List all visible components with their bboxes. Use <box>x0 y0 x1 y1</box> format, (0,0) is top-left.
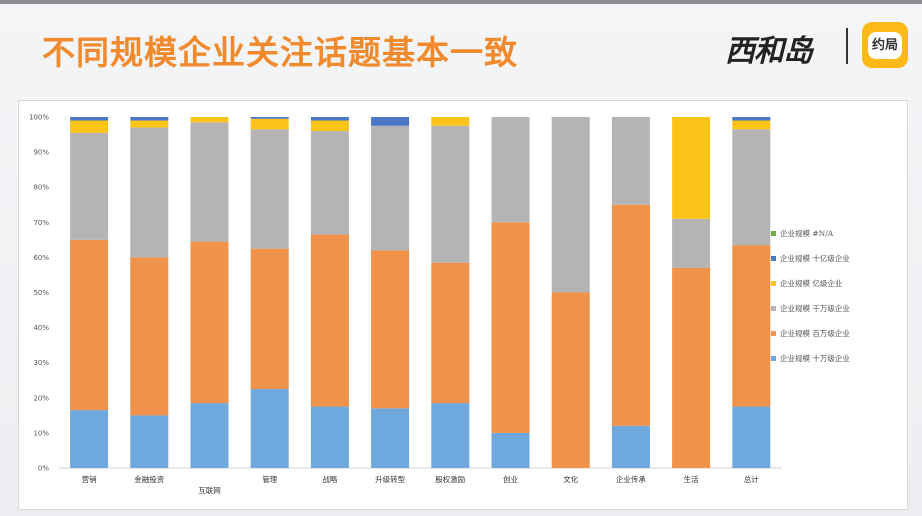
bar-segment <box>250 129 289 249</box>
x-tick-label: 营销 <box>82 474 97 484</box>
bar-segment <box>371 117 410 126</box>
bar-segment <box>491 432 530 468</box>
legend-label: 企业规模 十亿级企业 <box>780 253 850 263</box>
y-tick-label: 0% <box>38 465 49 473</box>
bar-segment <box>310 117 349 121</box>
x-tick-label: 战略 <box>322 474 337 484</box>
legend-swatch <box>771 281 776 286</box>
bar-segment <box>310 120 349 132</box>
brand-logo: 西和岛 <box>725 34 813 69</box>
bar-segment <box>190 403 229 468</box>
bar-segment <box>431 125 470 263</box>
bar-segment <box>310 131 349 235</box>
legend-label: 企业规模 #N/A <box>780 228 834 238</box>
bar-segment <box>130 117 169 121</box>
bar-segment <box>190 241 229 404</box>
stacked-bar-chart: 0% 10% 20% 30% 40% 50% 60% 70% 80% 90% 100% 营销 金融投资… <box>29 114 850 496</box>
bar-segment <box>732 406 771 468</box>
legend-label: 企业规模 十万级企业 <box>780 353 850 363</box>
legend-label: 企业规模 千万级企业 <box>780 303 850 313</box>
bar-segment <box>371 250 410 409</box>
bars-group <box>70 117 771 468</box>
bar-segment <box>431 403 470 468</box>
x-tick-label: 创业 <box>503 474 518 484</box>
y-tick-label: 20% <box>33 394 49 402</box>
x-tick-label: 股权激励 <box>435 474 465 484</box>
bar-segment <box>250 117 289 119</box>
bar-segment <box>250 248 289 390</box>
y-tick-label: 60% <box>33 254 49 262</box>
bar-segment <box>732 117 771 121</box>
bar-segment <box>732 120 771 130</box>
bar-segment <box>371 125 410 251</box>
y-tick-label: 30% <box>33 359 49 367</box>
bar-segment <box>611 117 650 205</box>
bar-segment <box>371 408 410 468</box>
bar-segment <box>431 262 470 404</box>
x-tick-label: 金融投资 <box>134 474 164 484</box>
bar-segment <box>491 117 530 223</box>
legend-label: 企业规模 亿级企业 <box>780 278 843 288</box>
x-tick-label: 互联网 <box>198 486 221 495</box>
bar-segment <box>732 245 771 407</box>
bar-segment <box>130 127 169 258</box>
logo-divider <box>846 28 848 64</box>
bar-segment <box>130 120 169 128</box>
chart-panel: 0% 10% 20% 30% 40% 50% 60% 70% 80% 90% 100% 营销 金融投资… <box>18 100 908 510</box>
bar-segment <box>732 129 771 246</box>
legend-swatch <box>771 306 776 311</box>
y-tick-label: 40% <box>33 324 49 332</box>
app-badge-logo: 约局 <box>862 22 908 68</box>
bar-segment <box>310 406 349 468</box>
y-tick-label: 50% <box>33 289 49 297</box>
x-tick-label: 文化 <box>563 474 578 484</box>
app-badge-text: 约局 <box>867 31 902 59</box>
bar-segment <box>672 218 711 268</box>
bar-segment <box>551 117 590 293</box>
bar-segment <box>190 122 229 242</box>
bar-segment <box>491 222 530 433</box>
x-tick-label: 升级转型 <box>375 474 405 484</box>
y-tick-label: 100% <box>29 114 49 122</box>
legend-swatch <box>771 331 776 336</box>
legend-swatch <box>771 231 776 236</box>
bar-segment <box>551 292 590 468</box>
x-tick-label: 总计 <box>744 474 759 484</box>
bar-segment <box>70 117 109 121</box>
y-axis: 0% 10% 20% 30% 40% 50% 60% 70% 80% 90% 100% <box>29 114 782 473</box>
bar-segment <box>611 425 650 468</box>
bar-segment <box>250 118 289 130</box>
bar-segment <box>130 257 169 416</box>
bar-segment <box>672 267 711 468</box>
legend-swatch <box>771 356 776 361</box>
bar-segment <box>190 117 229 123</box>
bar-segment <box>70 239 109 411</box>
top-border <box>0 0 922 4</box>
x-tick-label: 生活 <box>684 474 699 484</box>
bar-segment <box>70 410 109 468</box>
bar-segment <box>611 204 650 426</box>
bar-segment <box>310 234 349 407</box>
page-title: 不同规模企业关注话题基本一致 <box>42 33 518 72</box>
y-tick-label: 10% <box>33 429 49 437</box>
bar-segment <box>431 117 470 126</box>
y-tick-label: 70% <box>33 219 49 227</box>
y-tick-label: 80% <box>33 184 49 192</box>
x-tick-label: 管理 <box>262 474 277 484</box>
bar-segment <box>672 117 711 219</box>
bar-segment <box>70 132 109 240</box>
x-tick-label: 企业传承 <box>616 474 646 484</box>
bar-segment <box>250 389 289 468</box>
legend-swatch <box>771 256 776 261</box>
bar-segment <box>70 120 109 133</box>
bar-segment <box>130 415 169 468</box>
legend-label: 企业规模 百万级企业 <box>780 328 850 338</box>
y-tick-label: 90% <box>33 149 49 157</box>
